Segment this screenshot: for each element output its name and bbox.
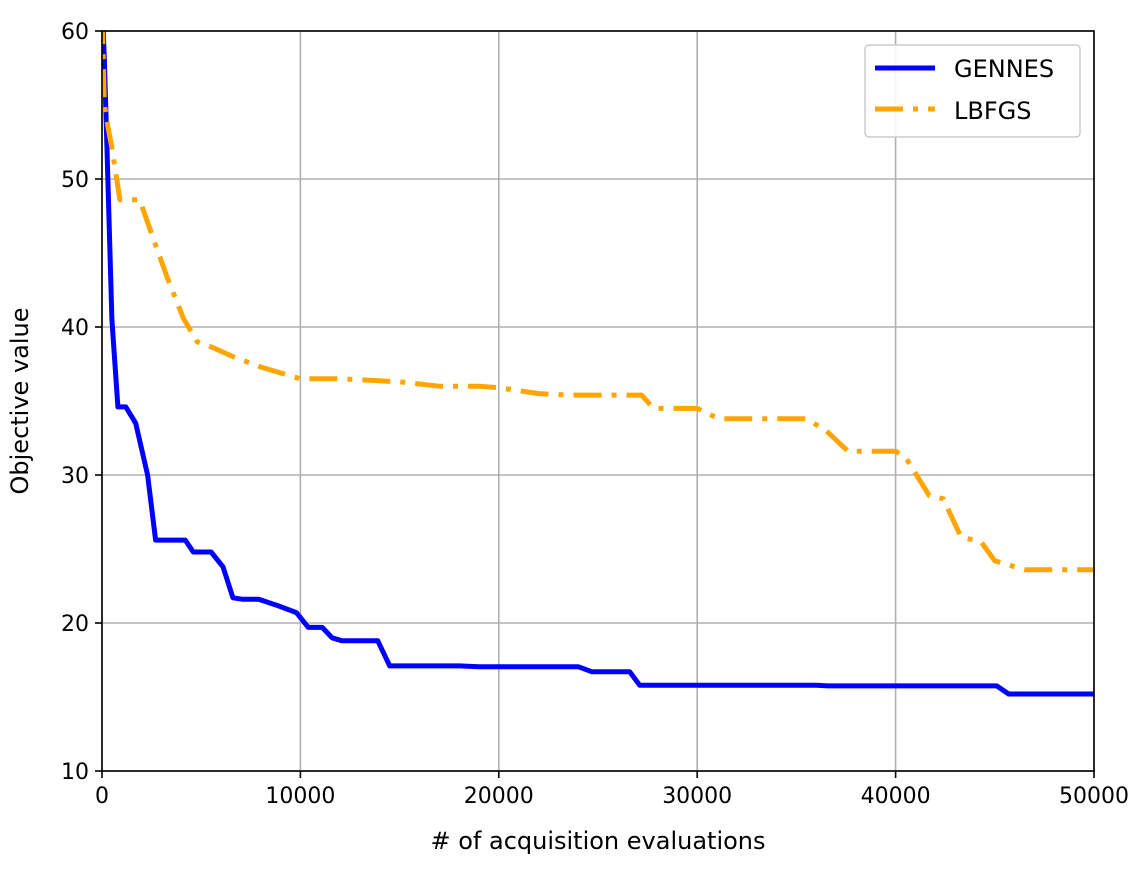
- grid: [101, 30, 1095, 772]
- legend-label-lbfgs: LBFGS: [954, 97, 1031, 125]
- x-tick-label: 30000: [662, 784, 732, 809]
- y-axis-label: Objective value: [6, 308, 34, 495]
- x-tick-label: 10000: [265, 784, 335, 809]
- x-tick-label: 0: [95, 784, 109, 809]
- legend-label-gennes: GENNES: [954, 55, 1054, 83]
- y-tick-label: 50: [61, 168, 89, 193]
- x-tick-label: 40000: [861, 784, 931, 809]
- x-axis-label: # of acquisition evaluations: [430, 827, 765, 855]
- y-tick-label: 40: [61, 316, 89, 341]
- y-tick-label: 10: [61, 760, 89, 785]
- y-tick-label: 20: [61, 612, 89, 637]
- y-tick-label: 30: [61, 464, 89, 489]
- axis-ticks: 0 10000 20000 30000 40000 50000 10 20 30 40 50 60: [61, 20, 1129, 809]
- x-tick-label: 20000: [464, 784, 534, 809]
- y-tick-label: 60: [61, 20, 89, 45]
- legend: GENNES LBFGS: [864, 44, 1081, 138]
- series-line-gennes: [102, 31, 1094, 697]
- plot-frame: [101, 30, 1095, 772]
- x-tick-label: 50000: [1059, 784, 1129, 809]
- series-layer: [102, 31, 1094, 697]
